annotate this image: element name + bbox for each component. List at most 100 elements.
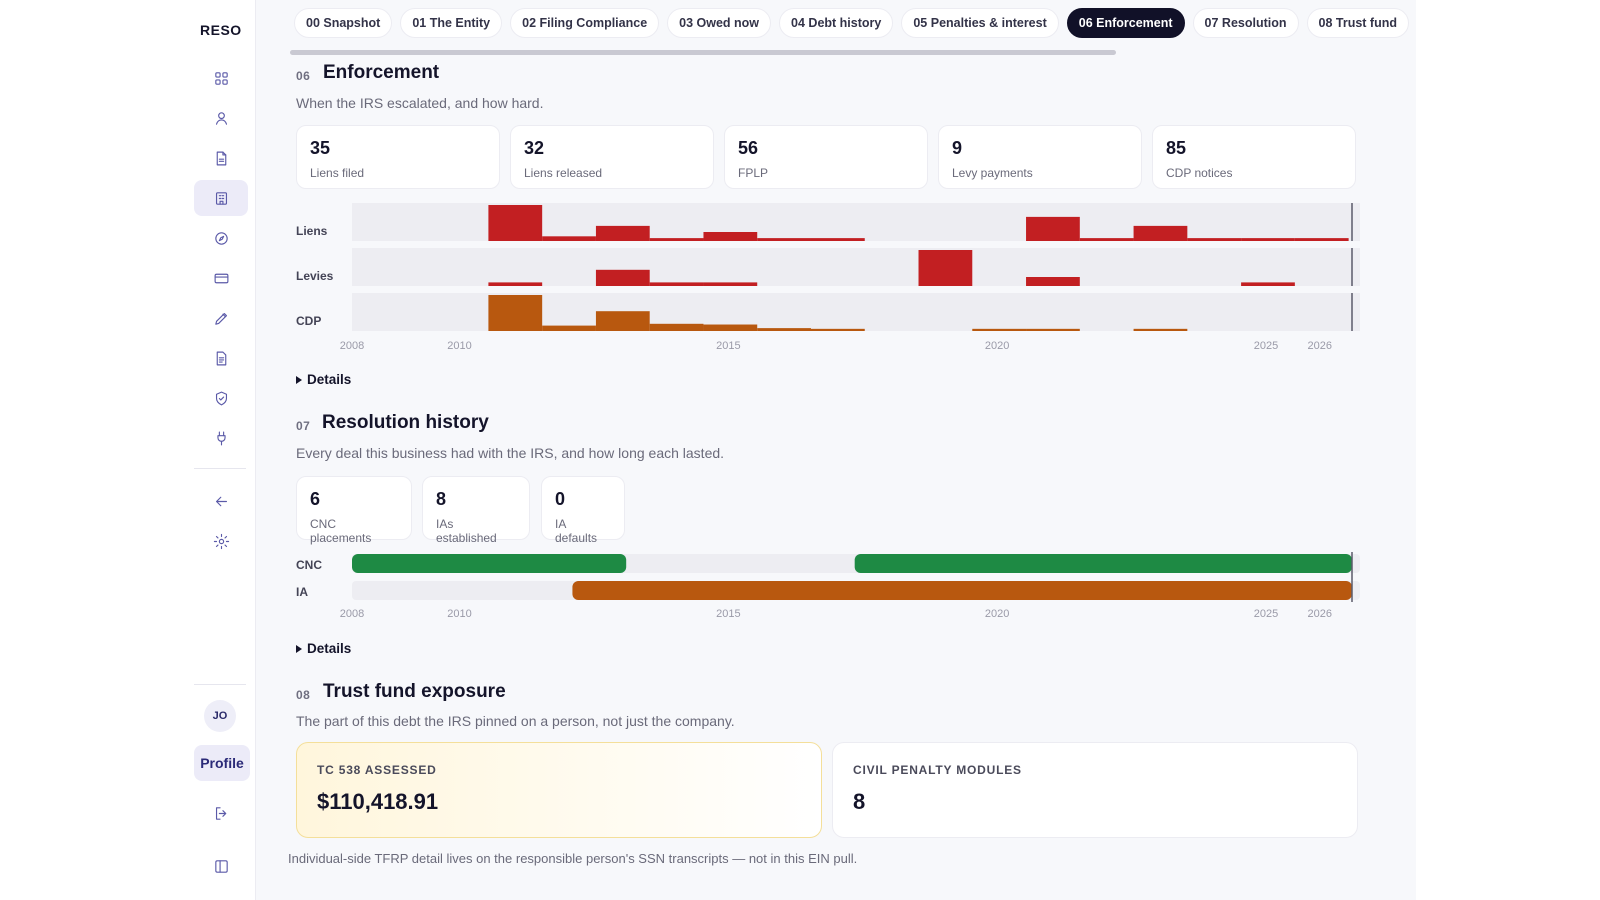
cdp-bar xyxy=(757,328,811,331)
sidebar-toggle-icon xyxy=(214,859,228,873)
section-title-enforcement: Enforcement xyxy=(323,62,440,83)
stat-card-ias-established: 8 IAs established xyxy=(422,476,530,545)
cdp-bar xyxy=(488,295,543,331)
x-tick-label: 2020 xyxy=(984,608,1010,620)
cdp-bar xyxy=(1133,328,1188,331)
resolution-chart xyxy=(352,552,1360,602)
section-title-trust-fund: Trust fund exposure xyxy=(323,681,506,702)
settings-button[interactable] xyxy=(194,523,248,559)
enforcement-chart xyxy=(352,203,1360,331)
nav-explore[interactable] xyxy=(194,220,248,256)
x-tick-label: 2015 xyxy=(716,608,741,620)
nav-security[interactable] xyxy=(194,380,248,416)
profile-button[interactable]: Profile xyxy=(194,745,250,781)
nav-dashboard[interactable] xyxy=(194,60,248,96)
chart-row-track xyxy=(352,248,1360,286)
stat-label: Liens filed xyxy=(310,166,365,180)
cdp-bar xyxy=(810,328,865,331)
brand-logo: RESO xyxy=(200,22,242,38)
stat-card-cnc-placements: 6 CNC placements xyxy=(296,476,412,545)
nav-business[interactable] xyxy=(194,180,248,216)
user-icon xyxy=(215,111,227,125)
row-label-levies: Levies xyxy=(296,269,334,283)
liens-bar xyxy=(1079,238,1134,241)
tab-entity[interactable]: 01 The Entity xyxy=(400,8,503,38)
liens-bar xyxy=(1294,238,1349,241)
collapse-sidebar-button[interactable] xyxy=(194,848,248,884)
liens-bar xyxy=(703,232,758,241)
section-number: 07 xyxy=(296,419,311,433)
cdp-bar xyxy=(972,328,1027,331)
row-label-ia: IA xyxy=(296,585,308,599)
avatar[interactable]: JO xyxy=(204,700,236,732)
stat-value: 8 xyxy=(436,489,447,509)
row-label-liens: Liens xyxy=(296,224,328,238)
civil-penalty-modules-card: CIVIL PENALTY MODULES 8 xyxy=(832,742,1358,838)
liens-bar xyxy=(810,238,865,241)
details-label: Details xyxy=(307,641,352,656)
stat-card-liens-filed: 35 Liens filed xyxy=(296,125,500,189)
stat-label: CDP notices xyxy=(1166,166,1233,180)
x-tick-label: 2008 xyxy=(339,340,365,352)
stat-label: CNC placements xyxy=(310,517,372,545)
nav-reports[interactable] xyxy=(194,340,248,376)
liens-bar xyxy=(649,238,704,241)
nav-person[interactable] xyxy=(194,100,248,136)
nav-edit[interactable] xyxy=(194,300,248,336)
section-tabs: 00 Snapshot 01 The Entity 02 Filing Comp… xyxy=(294,8,1409,38)
resolution-details-toggle[interactable]: Details xyxy=(296,641,351,656)
section-title-resolution: Resolution history xyxy=(322,412,489,433)
tab-owed-now[interactable]: 03 Owed now xyxy=(667,8,772,38)
stat-card-ia-defaults: 0 IA defaults xyxy=(541,476,625,545)
levies-bar xyxy=(649,282,704,286)
sidebar-nav xyxy=(194,60,248,460)
stat-value: 32 xyxy=(524,138,545,158)
ia-span xyxy=(572,581,1352,600)
tc538-assessed-card: TC 538 ASSESSED $110,418.91 xyxy=(296,742,822,838)
card-value: 8 xyxy=(853,789,866,814)
stat-label: IAs established xyxy=(436,517,497,545)
tab-resolution[interactable]: 07 Resolution xyxy=(1192,8,1299,38)
back-button[interactable] xyxy=(194,483,248,519)
sidebar-divider xyxy=(194,684,246,685)
liens-bar xyxy=(1133,225,1188,241)
tabs-scrollbar[interactable] xyxy=(290,50,1116,55)
tab-filing-compliance[interactable]: 02 Filing Compliance xyxy=(510,8,660,38)
cnc-span xyxy=(352,554,627,573)
compass-icon xyxy=(214,231,228,245)
cdp-bar xyxy=(542,325,596,331)
tab-enforcement[interactable]: 06 Enforcement xyxy=(1066,8,1185,38)
x-tick-label: 2008 xyxy=(339,608,365,620)
liens-bar xyxy=(1026,216,1080,241)
section-subtitle: The part of this debt the IRS pinned on … xyxy=(296,713,735,729)
stat-label: Liens released xyxy=(524,166,603,180)
tab-penalties-interest[interactable]: 05 Penalties & interest xyxy=(901,8,1059,38)
tab-debt-history[interactable]: 04 Debt history xyxy=(779,8,894,38)
tab-trust-fund[interactable]: 08 Trust fund xyxy=(1306,8,1409,38)
triangle-right-icon xyxy=(296,644,302,653)
shield-icon xyxy=(215,391,227,405)
cnc-span xyxy=(854,554,1352,573)
right-margin xyxy=(1416,0,1600,900)
nav-payments[interactable] xyxy=(194,260,248,296)
levies-bar xyxy=(918,250,973,286)
enforcement-details-toggle[interactable]: Details xyxy=(296,372,351,387)
x-tick-label: 2025 xyxy=(1253,608,1279,620)
trust-fund-note: Individual-side TFRP detail lives on the… xyxy=(288,851,858,866)
tab-snapshot[interactable]: 00 Snapshot xyxy=(294,8,393,38)
card-value: $110,418.91 xyxy=(317,789,439,814)
x-tick-label: 2026 xyxy=(1307,340,1332,352)
nav-integrations[interactable] xyxy=(194,420,248,456)
nav-documents[interactable] xyxy=(194,140,248,176)
pen-icon xyxy=(214,312,227,325)
stat-label: Levy payments xyxy=(952,166,1033,180)
dashboard-icon xyxy=(214,71,228,85)
liens-bar xyxy=(1187,238,1242,241)
logout-button[interactable] xyxy=(194,795,248,831)
stat-value: 6 xyxy=(310,489,321,509)
cdp-bar xyxy=(595,311,650,331)
row-label-cnc: CNC xyxy=(296,558,322,572)
plug-icon xyxy=(216,431,226,445)
stat-label: IA defaults xyxy=(555,517,598,545)
levies-bar xyxy=(703,282,758,286)
